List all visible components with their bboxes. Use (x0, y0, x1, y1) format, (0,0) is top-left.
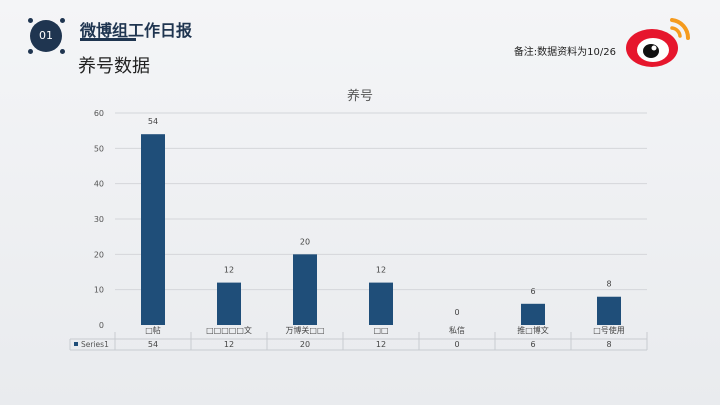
table-value: 6 (530, 340, 535, 349)
data-label: 54 (148, 117, 158, 126)
section-number-badge: 01 (24, 16, 70, 56)
y-tick-label: 10 (94, 286, 104, 295)
y-tick-label: 50 (94, 144, 104, 153)
table-value: 12 (224, 340, 234, 349)
legend-series-name: Series1 (81, 340, 109, 349)
badge-dot (60, 18, 65, 23)
y-tick-label: 0 (99, 321, 104, 330)
bar (521, 303, 545, 325)
y-tick-label: 60 (94, 109, 104, 118)
data-label: 12 (376, 266, 386, 275)
category-label: 万博关□□ (285, 325, 324, 335)
badge-dot (28, 49, 33, 54)
bar (217, 282, 241, 325)
category-label: 私信 (449, 325, 465, 335)
bar (141, 134, 165, 325)
table-value: 12 (376, 340, 386, 349)
table-value: 8 (606, 340, 611, 349)
title-underline (80, 38, 136, 41)
badge-number: 01 (30, 20, 62, 52)
category-label: □号使用 (593, 325, 625, 335)
legend-swatch (74, 342, 78, 346)
badge-dot (60, 49, 65, 54)
table-value: 0 (454, 340, 459, 349)
weibo-logo-icon (626, 18, 691, 67)
badge-dot (28, 18, 33, 23)
data-label: 6 (530, 287, 535, 296)
data-label: 0 (454, 308, 459, 317)
data-label: 20 (300, 237, 310, 246)
page-title: 微博组工作日报 (80, 21, 193, 40)
bar (597, 296, 621, 325)
category-label: 推□博文 (517, 325, 549, 335)
y-tick-label: 30 (94, 215, 104, 224)
category-label: □□ (373, 326, 388, 335)
category-label: □帖 (145, 325, 161, 335)
bar (293, 254, 317, 325)
chart-title: 养号 (346, 89, 373, 104)
data-note: 备注:数据资料为10/26 (513, 47, 616, 58)
y-tick-label: 40 (94, 180, 104, 189)
y-tick-label: 20 (94, 250, 104, 259)
table-value: 20 (300, 340, 310, 349)
section-title: 养号数据 (78, 56, 150, 77)
data-label: 8 (606, 280, 611, 289)
category-label: □□□□□文 (206, 325, 252, 335)
bar (369, 282, 393, 325)
table-value: 54 (148, 340, 158, 349)
data-label: 12 (224, 266, 234, 275)
